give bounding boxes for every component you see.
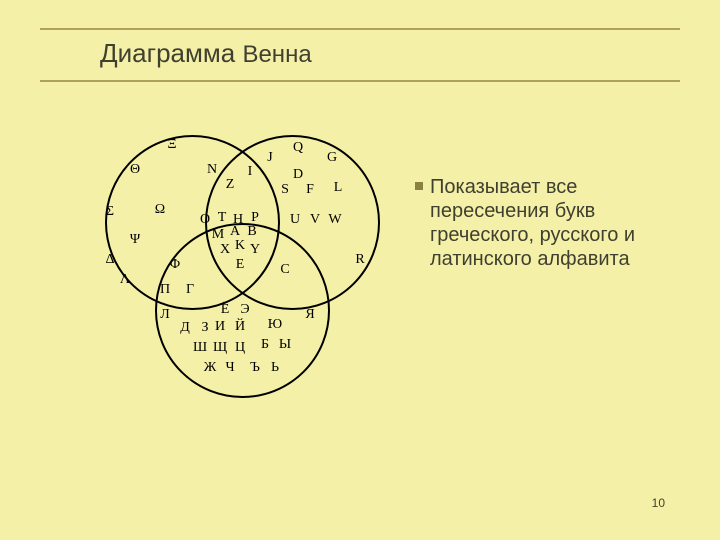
venn-label: Σ bbox=[106, 204, 114, 220]
venn-label: Δ bbox=[105, 252, 114, 268]
venn-label: Ω bbox=[155, 202, 165, 218]
venn-label: Θ bbox=[130, 162, 140, 178]
venn-label: M bbox=[212, 227, 224, 243]
venn-label: F bbox=[306, 182, 314, 198]
venn-label: Φ bbox=[170, 257, 180, 273]
venn-label: J bbox=[267, 150, 272, 166]
slide-title: Диаграмма Венна bbox=[100, 38, 312, 69]
venn-label: Я bbox=[305, 307, 314, 323]
venn-label: Э bbox=[240, 302, 249, 318]
venn-label: O bbox=[200, 212, 210, 228]
venn-label: V bbox=[310, 212, 320, 228]
venn-label: D bbox=[293, 167, 303, 183]
venn-label: Z bbox=[226, 177, 235, 193]
venn-label: Ъ bbox=[250, 360, 260, 376]
venn-label: Б bbox=[261, 337, 269, 353]
venn-label: G bbox=[327, 150, 337, 166]
venn-label: З bbox=[201, 320, 208, 336]
venn-label: Ш bbox=[193, 340, 207, 356]
venn-label: И bbox=[215, 319, 225, 335]
venn-label: Ж bbox=[204, 360, 217, 376]
venn-label: X bbox=[220, 242, 230, 258]
venn-label: Ю bbox=[268, 317, 282, 333]
venn-label: B bbox=[247, 224, 256, 240]
venn-label: U bbox=[290, 212, 300, 228]
venn-label: Ξ bbox=[167, 137, 176, 153]
venn-label: Ё bbox=[221, 302, 230, 318]
rule-bottom bbox=[40, 80, 680, 82]
venn-label: E bbox=[236, 257, 245, 273]
venn-label: Ψ bbox=[130, 232, 140, 248]
title-small: Венна bbox=[242, 41, 311, 68]
venn-label: Π bbox=[160, 282, 170, 298]
venn-label: Ь bbox=[271, 360, 279, 376]
venn-label: Ы bbox=[279, 337, 291, 353]
venn-label: W bbox=[328, 212, 341, 228]
venn-label: Щ bbox=[213, 340, 227, 356]
slide: Диаграмма Венна ΞΘΣΩΨΔΛΦΠΓNZIOTHPMABXKYE… bbox=[0, 0, 720, 540]
venn-label: L bbox=[334, 180, 343, 196]
venn-label: K bbox=[235, 238, 245, 254]
venn-label: Д bbox=[180, 320, 190, 336]
venn-label: T bbox=[218, 210, 227, 226]
venn-label: Γ bbox=[186, 282, 194, 298]
venn-label: Q bbox=[293, 140, 303, 156]
page-number: 10 bbox=[652, 496, 665, 510]
venn-label: C bbox=[280, 262, 289, 278]
rule-top bbox=[40, 28, 680, 30]
venn-label: Л bbox=[160, 307, 170, 323]
description-text: Показывает все пересечения букв греческо… bbox=[430, 175, 660, 271]
venn-label: S bbox=[281, 182, 289, 198]
venn-label: Λ bbox=[120, 272, 130, 288]
venn-label: N bbox=[207, 162, 217, 178]
venn-label: Й bbox=[235, 319, 245, 335]
venn-label: Y bbox=[250, 242, 260, 258]
title-main: Диаграмма bbox=[100, 38, 235, 68]
venn-label: I bbox=[248, 164, 253, 180]
venn-label: R bbox=[355, 252, 364, 268]
venn-diagram: ΞΘΣΩΨΔΛΦΠΓNZIOTHPMABXKYEJQGDSFLUVWRCЁЭИЙ… bbox=[80, 110, 400, 430]
venn-label: Ц bbox=[235, 340, 245, 356]
bullet-icon bbox=[415, 182, 423, 190]
venn-label: Ч bbox=[225, 360, 234, 376]
